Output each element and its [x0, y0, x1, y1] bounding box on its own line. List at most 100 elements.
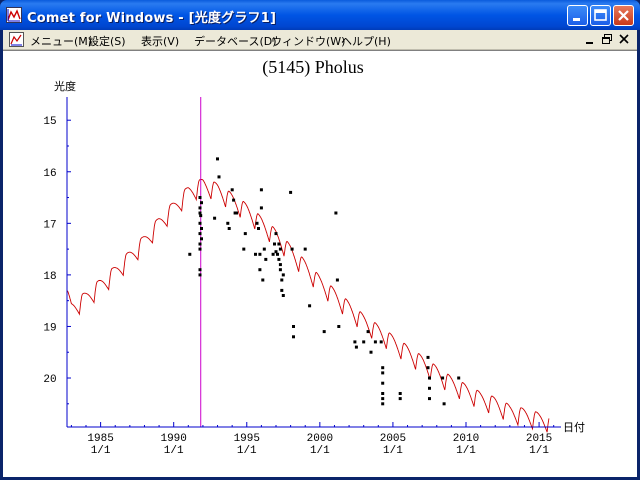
observation-point: [216, 157, 219, 161]
x-tick-year-label: 2015: [526, 433, 552, 445]
observation-point: [198, 273, 202, 277]
x-tick-year-label: 1995: [234, 433, 260, 445]
chart-title: (5145) Pholus: [262, 57, 364, 78]
observation-point: [198, 268, 202, 272]
observation-point: [227, 227, 231, 230]
observation-point: [254, 252, 257, 256]
observations-layer: [188, 157, 461, 406]
menu-item-menu[interactable]: メニュー(M): [30, 35, 93, 48]
observation-point: [322, 330, 326, 334]
observation-point: [198, 211, 202, 215]
observation-point: [381, 371, 385, 375]
observation-point: [281, 273, 285, 277]
predicted-curve-layer: [66, 179, 550, 433]
menu-item-help[interactable]: ヘルプ(H): [341, 35, 391, 48]
observation-point: [262, 247, 266, 251]
x-tick-year-label: 2000: [307, 433, 333, 445]
observation-point: [334, 211, 338, 215]
observation-point: [188, 252, 192, 256]
observation-point: [258, 268, 262, 272]
observation-point: [243, 232, 247, 236]
observation-point: [335, 278, 339, 282]
observation-point: [426, 366, 430, 370]
window-title: Comet for Windows - [光度グラフ1]: [27, 11, 277, 26]
observation-point: [226, 221, 230, 225]
graph-window-client: (5145) Pholus 光度 日付 15 16 17 18 19 20 1985 1/1 1…: [3, 50, 637, 477]
light-curve-chart: (5145) Pholus 光度 日付 15161718192019851/11…: [43, 57, 585, 457]
observation-point: [381, 392, 385, 395]
observation-point: [426, 355, 430, 359]
predicted-magnitude-curve: [66, 179, 550, 433]
observation-point: [264, 257, 268, 261]
x-tick-date-label: 1/1: [383, 445, 403, 457]
y-tick-label: 16: [43, 168, 56, 180]
observation-point: [280, 278, 284, 282]
observation-point: [369, 350, 373, 354]
x-tick-year-label: 2010: [453, 433, 479, 445]
menu-item-database[interactable]: データベース(D): [194, 35, 277, 48]
x-tick-date-label: 1/1: [529, 445, 549, 457]
observation-point: [213, 216, 217, 220]
observation-point: [398, 392, 402, 395]
x-tick-year-label: 1985: [87, 433, 113, 445]
observation-point: [199, 214, 203, 218]
observation-point: [278, 268, 282, 272]
observation-point: [200, 227, 203, 230]
x-tick-date-label: 1/1: [91, 445, 111, 457]
observation-point: [278, 247, 282, 251]
observation-point: [277, 257, 281, 261]
observation-point: [242, 247, 246, 251]
observation-point: [198, 221, 202, 225]
x-tick-year-label: 2005: [380, 433, 406, 445]
y-tick-label: 20: [43, 374, 56, 386]
observation-point: [281, 294, 285, 297]
observation-point: [379, 340, 383, 344]
minimize-button[interactable]: [567, 5, 588, 26]
observation-point: [232, 198, 236, 202]
y-tick-label: 17: [43, 219, 56, 231]
observation-point: [274, 232, 278, 236]
y-tick-label: 18: [43, 271, 56, 283]
observation-point: [457, 376, 461, 380]
child-restore-button[interactable]: [600, 33, 614, 46]
menu-bar: メニュー(M) 設定(S) 表示(V) データベース(D) ウィンドウ(W) ヘ…: [3, 30, 637, 50]
observation-point: [200, 201, 203, 205]
observation-point: [258, 252, 262, 256]
observation-point: [200, 237, 203, 241]
observation-point: [442, 402, 446, 406]
observation-point: [381, 366, 385, 370]
child-minimize-button[interactable]: [583, 33, 597, 46]
title-bar[interactable]: Comet for Windows - [光度グラフ1]: [0, 0, 640, 30]
observation-point: [428, 397, 431, 401]
observation-point: [276, 252, 279, 256]
observation-point: [280, 288, 284, 292]
observation-point: [278, 263, 282, 267]
menu-item-settings[interactable]: 設定(S): [88, 35, 126, 48]
observation-point: [198, 242, 202, 246]
observation-point: [366, 330, 370, 334]
axes-layer: 15161718192019851/119901/119951/120001/1…: [43, 97, 561, 457]
observation-point: [290, 247, 294, 251]
child-close-button[interactable]: [617, 33, 631, 46]
menu-item-view[interactable]: 表示(V): [141, 35, 180, 48]
maximize-button[interactable]: [590, 5, 611, 26]
observation-point: [381, 397, 385, 401]
observation-point: [259, 188, 263, 192]
close-button[interactable]: [613, 5, 634, 26]
x-tick-date-label: 1/1: [456, 445, 476, 457]
observation-point: [277, 242, 281, 246]
observation-point: [398, 397, 402, 401]
document-graph-icon[interactable]: [9, 32, 24, 47]
x-tick-year-label: 1990: [160, 433, 186, 445]
observation-point: [362, 340, 366, 344]
observation-point: [257, 227, 260, 230]
observation-point: [274, 250, 278, 254]
observation-point: [337, 325, 341, 328]
app-graph-icon[interactable]: [6, 7, 22, 23]
menu-item-window[interactable]: ウィンドウ(W): [271, 35, 346, 48]
observation-point: [255, 221, 259, 225]
x-axis-label: 日付: [563, 421, 585, 434]
observation-point: [198, 206, 202, 210]
observation-point: [441, 376, 445, 380]
